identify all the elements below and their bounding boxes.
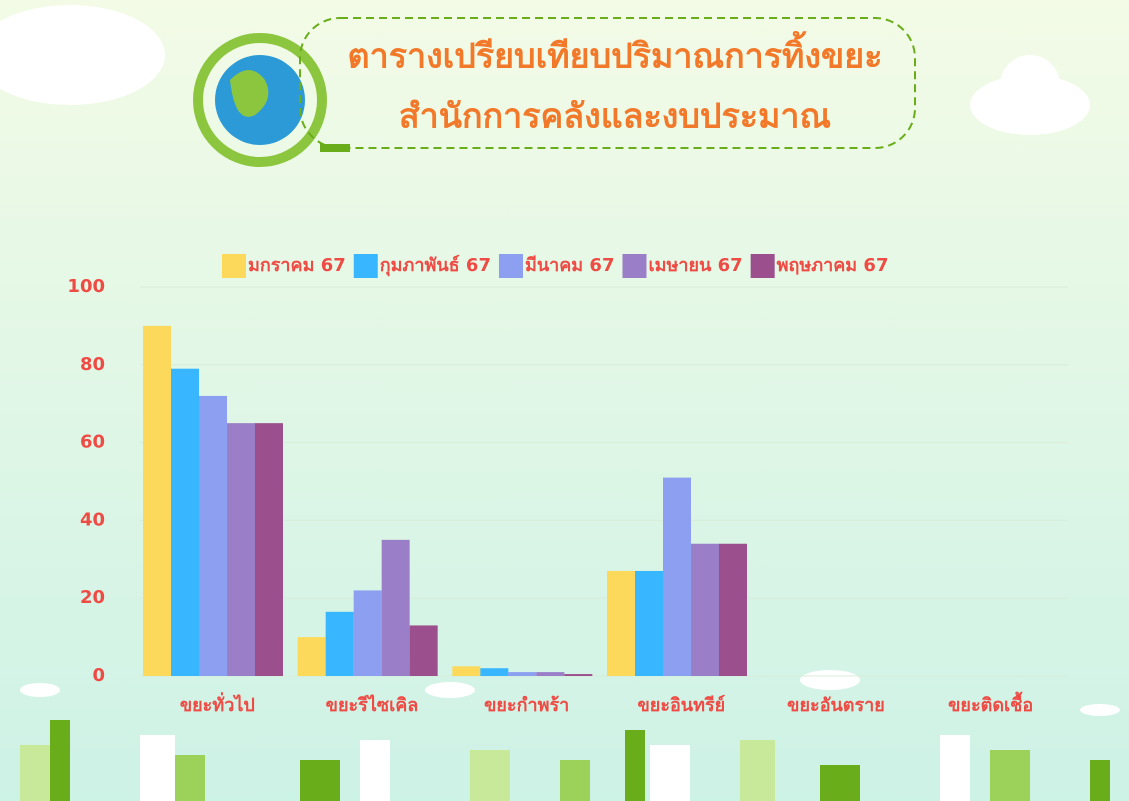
- bar: [298, 637, 326, 676]
- y-tick-label: 0: [92, 665, 105, 686]
- legend-swatch: [751, 254, 775, 278]
- legend-swatch: [222, 254, 246, 278]
- bar: [719, 544, 747, 676]
- bar: [382, 540, 410, 676]
- legend-label: พฤษภาคม 67: [777, 255, 889, 276]
- bar: [635, 571, 663, 676]
- chart-title: ตารางเปรียบเทียบปริมาณการทิ้งขยะ: [348, 31, 883, 77]
- legend-swatch: [499, 254, 523, 278]
- y-tick-label: 100: [67, 276, 105, 297]
- chart: ตารางเปรียบเทียบปริมาณการทิ้งขยะ สำนักกา…: [0, 0, 1129, 801]
- y-tick-label: 80: [80, 354, 105, 375]
- chart-subtitle: สำนักการคลังและงบประมาณ: [399, 97, 831, 137]
- legend-label: เมษายน 67: [648, 255, 742, 276]
- bar: [480, 668, 508, 676]
- legend-label: กุมภาพันธ์ 67: [380, 254, 491, 277]
- bar: [255, 423, 283, 676]
- x-tick-label: ขยะติดเชื้อ: [948, 691, 1033, 716]
- bar: [326, 612, 354, 676]
- bar: [227, 423, 255, 676]
- x-tick-label: ขยะกำพร้า: [484, 695, 569, 716]
- bar: [354, 590, 382, 676]
- bar: [508, 672, 536, 676]
- bar: [452, 666, 480, 676]
- x-tick-label: ขยะอินทรีย์: [637, 694, 725, 716]
- bar: [143, 326, 171, 676]
- bar: [410, 625, 438, 676]
- page: ตารางเปรียบเทียบปริมาณการทิ้งขยะ สำนักกา…: [0, 0, 1129, 801]
- x-tick-label: ขยะทั่วไป: [180, 692, 255, 716]
- legend-label: มีนาคม 67: [525, 255, 615, 276]
- bar: [607, 571, 635, 676]
- bar: [171, 369, 199, 676]
- y-tick-label: 20: [80, 587, 105, 608]
- x-tick-label: ขยะอันตราย: [787, 695, 885, 716]
- bar: [536, 672, 564, 676]
- x-tick-label: ขยะรีไซเคิล: [326, 694, 419, 716]
- bar: [691, 544, 719, 676]
- bar: [663, 478, 691, 676]
- legend-swatch: [354, 254, 378, 278]
- y-tick-label: 60: [80, 432, 105, 453]
- legend-label: มกราคม 67: [248, 255, 346, 276]
- y-tick-label: 40: [80, 509, 105, 530]
- bar: [564, 674, 592, 676]
- bar: [199, 396, 227, 676]
- legend-swatch: [622, 254, 646, 278]
